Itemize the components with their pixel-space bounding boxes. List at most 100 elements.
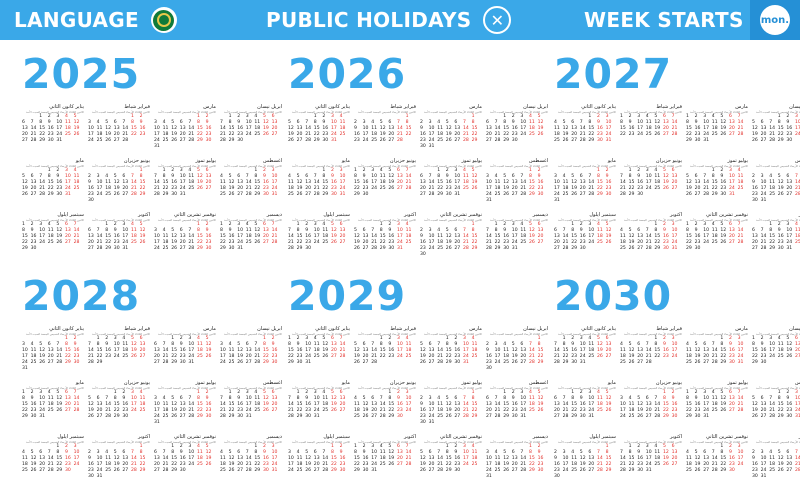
week-start-value[interactable]: mon. [760, 5, 790, 35]
day-cell: 15 [196, 234, 203, 239]
day-cell: 5 [562, 120, 566, 125]
day-cell: 9 [396, 396, 400, 401]
day-cell: 1 [56, 444, 60, 449]
day-cell: 22 [22, 408, 28, 413]
day-cell: 2 [305, 390, 309, 395]
day-cell: 29 [711, 192, 718, 197]
close-icon[interactable]: ✕ [483, 6, 512, 34]
day-cell: 14 [596, 456, 603, 461]
day-cell: 3 [288, 450, 291, 455]
day-cell: 19 [579, 462, 586, 467]
day-cell: 27 [237, 192, 244, 197]
public-holidays-section[interactable]: PUBLIC HOLIDAYS ✕ [266, 0, 512, 40]
day-cell: 2 [271, 336, 275, 341]
day-cell: 12 [330, 396, 337, 401]
day-cell: 29 [720, 468, 727, 473]
day-cell: 14 [30, 126, 37, 131]
day-cell: 6 [113, 120, 117, 125]
day-cell: 6 [554, 396, 557, 401]
day-cell: 24 [188, 354, 195, 359]
day-cell: 8 [471, 120, 475, 125]
day-cell: 22 [720, 462, 727, 467]
day-cell: 15 [262, 348, 269, 353]
day-cell: 4 [494, 174, 498, 179]
flag-icon[interactable] [150, 7, 177, 33]
day-cell: 21 [396, 132, 403, 137]
day-cell: 15 [388, 402, 395, 407]
day-cell: 18 [654, 180, 661, 185]
day-cell: 8 [437, 174, 441, 179]
day-cell: 23 [694, 408, 701, 413]
day-cell: 8 [288, 342, 291, 347]
day-cell: 9 [296, 342, 300, 347]
day-cell: 29 [562, 360, 569, 365]
day-cell: 7 [462, 228, 466, 233]
day-cell: 25 [711, 240, 718, 245]
day-cell: 8 [262, 342, 266, 347]
day-cell: 8 [503, 396, 507, 401]
day-cell: 25 [554, 138, 560, 143]
day-cell: 10 [362, 126, 369, 131]
week-start-selector[interactable]: mon. [750, 0, 800, 40]
day-cell: 12 [503, 456, 510, 461]
day-cell: 11 [73, 174, 80, 179]
day-cell: 6 [588, 450, 592, 455]
day-cell: 17 [371, 456, 378, 461]
day-cell: 26 [330, 408, 337, 413]
day-cell: 24 [154, 414, 160, 419]
day-cell: 13 [339, 396, 346, 401]
day-cell: 10 [245, 120, 252, 125]
day-cell: 10 [637, 120, 644, 125]
day-cell: 3 [188, 336, 192, 341]
day-cell: 26 [379, 138, 386, 143]
day-cell: 10 [330, 120, 337, 125]
day-cell: 6 [420, 174, 423, 179]
day-cell: 7 [620, 174, 623, 179]
day-cell: 1 [22, 390, 25, 395]
day-cell: 20 [396, 180, 403, 185]
day-cell: 10 [396, 228, 403, 233]
day-cell: 13 [39, 456, 46, 461]
day-cell: 18 [462, 180, 469, 185]
day-cell: 18 [620, 240, 626, 245]
day-cell: 19 [330, 234, 337, 239]
day-cell: 4 [313, 336, 317, 341]
day-cell: 9 [339, 450, 343, 455]
day-cell: 16 [322, 126, 329, 131]
week-starts-section[interactable]: WEEK STARTS [584, 0, 744, 40]
day-cell: 17 [405, 402, 412, 407]
day-cell: 19 [228, 186, 235, 191]
day-cell: 10 [769, 342, 776, 347]
day-cell: 28 [462, 414, 469, 419]
day-cell: 30 [47, 138, 54, 143]
day-cell: 25 [462, 186, 469, 191]
day-cell: 6 [571, 120, 575, 125]
day-cell: 3 [22, 342, 25, 347]
day-cell: 10 [454, 174, 461, 179]
day-cell: 28 [462, 246, 469, 251]
day-cell: 29 [471, 138, 478, 143]
month-calendar: مايو الاثنين الثلاثاء الأربعاء الخميس الج… [554, 158, 616, 204]
day-cell: 22 [47, 186, 54, 191]
day-cell: 27 [454, 138, 461, 143]
day-cell: 11 [528, 120, 535, 125]
language-section[interactable]: LANGUAGE [14, 0, 177, 40]
day-cell: 26 [196, 186, 203, 191]
day-cell: 12 [22, 180, 28, 185]
day-cell: 12 [228, 180, 235, 185]
day-cell: 4 [711, 114, 715, 119]
day-names-row: الاثنين الثلاثاء الأربعاء الخميس الجمعة … [557, 386, 616, 390]
day-cell: 1 [654, 222, 658, 227]
day-cell: 31 [554, 198, 560, 203]
day-cell: 21 [271, 234, 278, 239]
day-cell: 27 [728, 240, 735, 245]
day-cell: 12 [777, 456, 784, 461]
day-cell: 20 [728, 234, 735, 239]
month-name: يوليو تموز [461, 380, 482, 386]
day-cell: 1 [777, 114, 781, 119]
